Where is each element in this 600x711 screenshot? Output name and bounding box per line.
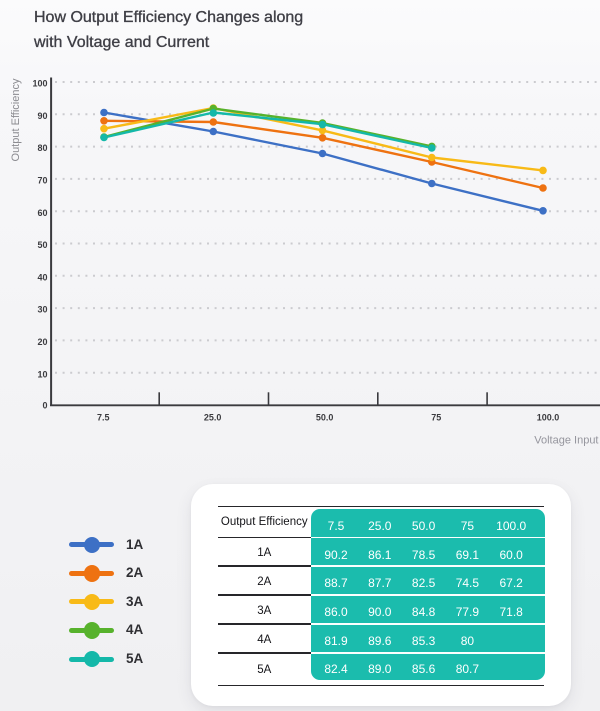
- svg-text:75: 75: [431, 413, 441, 423]
- svg-text:0: 0: [42, 400, 47, 410]
- svg-text:50.0: 50.0: [316, 413, 334, 423]
- svg-text:Voltage Input: Voltage Input: [534, 435, 598, 447]
- svg-text:90: 90: [37, 111, 47, 121]
- svg-text:10: 10: [37, 369, 47, 379]
- svg-text:50: 50: [37, 240, 47, 250]
- svg-text:80: 80: [37, 143, 47, 153]
- svg-text:30: 30: [37, 305, 47, 315]
- svg-text:20: 20: [37, 337, 47, 347]
- svg-text:60: 60: [37, 208, 47, 218]
- svg-text:Output Efficiency: Output Efficiency: [10, 78, 22, 161]
- svg-text:40: 40: [37, 272, 47, 282]
- svg-text:100.0: 100.0: [537, 413, 560, 423]
- svg-text:100: 100: [32, 79, 47, 89]
- svg-text:70: 70: [37, 176, 47, 186]
- svg-text:25.0: 25.0: [204, 413, 222, 423]
- svg-text:7.5: 7.5: [97, 413, 110, 423]
